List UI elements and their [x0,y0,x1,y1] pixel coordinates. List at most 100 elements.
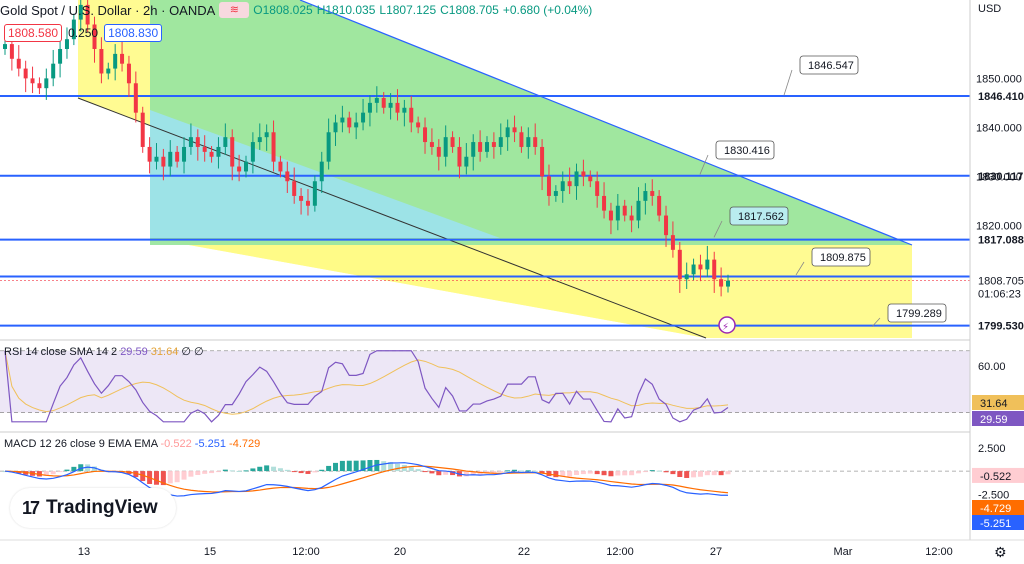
candle-body [726,280,730,287]
macd-histogram-bar [601,471,607,476]
symbol-title[interactable]: Gold Spot / U.S. Dollar · 2h · OANDA [0,2,216,18]
macd-histogram-bar [43,471,49,476]
candle-body [299,195,304,201]
buy-button[interactable]: 1808.830 [104,24,163,42]
candle-body [622,205,627,216]
macd-histogram-bar [284,469,290,472]
macd-histogram-bar [512,469,518,472]
macd-histogram-bar [436,471,442,476]
lightning-icon [718,316,736,334]
price-level-label-bg [974,317,1024,334]
macd-histogram-bar [415,469,421,472]
macd-histogram-bar [333,462,339,472]
macd-histogram-bar [574,471,580,475]
macd-histogram-bar [401,465,407,472]
macd-signal-value: -4.729 [229,438,261,450]
macd-tag: -5.251 [980,518,1011,530]
candle-body [340,117,345,123]
macd-histogram-bar [78,464,84,472]
x-tick-label: Mar [834,546,853,558]
macd-histogram-bar [622,471,628,476]
sell-button[interactable]: 1808.580 [4,24,63,42]
candle-body [195,137,200,147]
candle-body [16,58,21,69]
macd-histogram-bar [298,471,304,474]
candle-body [292,181,297,196]
y-tick-label: 1820.000 [976,220,1022,232]
macd-histogram-bar [691,471,697,478]
callout-label: 1817.562 [738,211,784,223]
candle-body [457,146,462,167]
macd-tag-bg [972,467,1024,483]
macd-hist-value: -0.522 [160,438,192,450]
candle-body [684,274,689,280]
macd-histogram-bar [257,466,263,472]
candle-body [588,176,593,182]
y-tick-label: 1830.000 [976,171,1022,183]
candle-body [719,279,724,287]
x-tick-label: 12:00 [925,546,953,558]
rsi-sma-value: 31.64 [150,346,179,358]
macd-histogram-bar [353,460,359,472]
candle-body [51,63,56,79]
macd-histogram-bar [188,471,194,477]
candle-body [312,181,317,206]
candle-body [113,53,118,69]
candle-body [464,156,469,167]
macd-histogram-bar [677,471,683,478]
bar-countdown: 01:06:23 [978,289,1021,301]
x-tick-label: 20 [394,546,406,558]
candle-body [498,137,503,147]
macd-histogram-bar [388,462,394,472]
macd-histogram-bar [160,471,166,486]
macd-histogram-bar [202,471,208,474]
market-status-icon[interactable]: ≋ [219,2,250,18]
x-tick-label: 15 [204,546,216,558]
candle-body [78,4,83,20]
candle-body [3,44,7,49]
macd-histogram-bar [711,471,717,476]
macd-histogram-bar [642,471,648,473]
candle-body [436,146,441,157]
candle-body [567,181,572,187]
candle-body [450,137,455,147]
macd-histogram-bar [484,471,490,474]
macd-legend[interactable]: MACD 12 26 close 9 EMA EMA -0.522 -5.251… [4,438,260,450]
candle-body [44,78,49,89]
rsi-legend[interactable]: RSI 14 close SMA 14 2 29.59 31.64 ∅ ∅ [4,345,204,358]
candle-body [30,78,35,84]
macd-histogram-bar [725,471,731,475]
candle-body [608,210,613,221]
candle-body [581,171,586,177]
candle-body [154,156,159,162]
macd-tag-bg [972,515,1024,530]
tradingview-logo[interactable]: 17 TradingView [10,488,176,528]
ohlc-high: H1810.035 [316,3,376,17]
candle-body [182,146,187,162]
spread-value: 0.250 [68,26,99,40]
candle-body [629,215,634,221]
candle-body [643,191,648,201]
candle-body [546,176,551,196]
candle-body [574,171,579,187]
candle-body [374,97,379,103]
currency-label: USD [978,3,1001,15]
macd-histogram-bar [319,469,325,472]
candle-body [505,127,510,138]
macd-histogram-bar [71,466,77,472]
price-level-label-bg [974,231,1024,248]
candle-body [237,166,242,172]
candle-body [230,137,235,167]
candle-body [602,195,607,211]
macd-histogram-bar [608,471,614,477]
tradingview-logo-text: TradingView [46,497,158,518]
ohlc-close: C1808.705 [440,3,499,17]
candle-body [395,102,400,113]
macd-line [4,462,729,497]
macd-histogram-bar [629,471,635,476]
candle-body [712,259,717,280]
tradingview-logo-icon: 17 [22,497,40,518]
macd-histogram-bar [594,471,600,475]
candle-body [278,161,283,172]
